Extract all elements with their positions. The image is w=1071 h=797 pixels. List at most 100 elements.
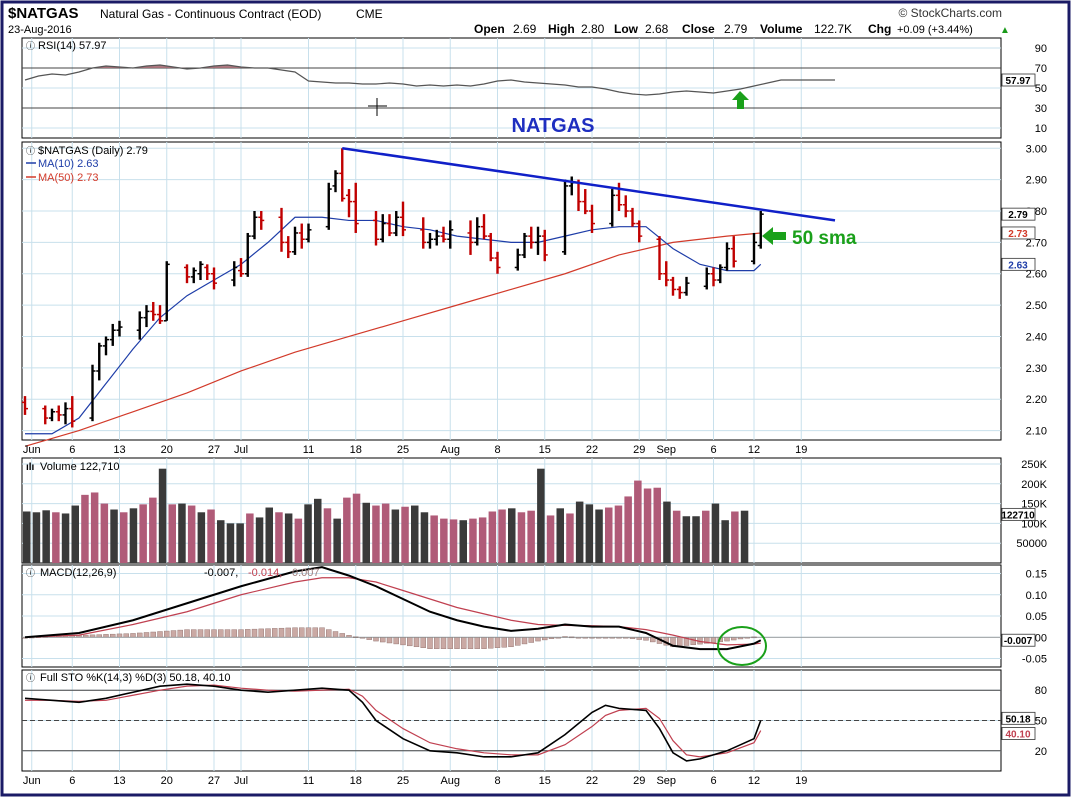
price-tag: 2.79 [1008, 210, 1028, 221]
macd-histogram-bar [110, 633, 116, 638]
ohlc-bar [62, 402, 69, 425]
x-tick-label: 29 [633, 444, 645, 456]
macd-histogram-bar [501, 637, 507, 648]
ohlc-bar [514, 248, 521, 271]
macd-histogram-bar [123, 633, 129, 638]
x-tick-label: 15 [539, 444, 551, 456]
macd-histogram-bar [467, 637, 474, 649]
price-tag: 2.63 [1008, 260, 1028, 271]
ohlc-bar [717, 264, 724, 284]
ohlc-bar [211, 267, 217, 290]
ohlc-bar [609, 189, 616, 227]
x-tick-label: Sep [656, 444, 676, 456]
macd-histogram-bar [218, 629, 224, 638]
volume-bar [187, 505, 196, 563]
ohlc-bar [683, 276, 690, 296]
volume-bar [304, 504, 312, 563]
volume-bar [23, 511, 31, 563]
exchange-label: CME [356, 7, 383, 21]
macd-value-tag-bg [1001, 633, 1036, 647]
macd-histogram-bar [150, 631, 156, 638]
volume-bar [682, 516, 691, 563]
ohlc-bar [292, 226, 298, 255]
x-tick-label: 27 [208, 444, 220, 456]
x-tick-label: Aug [440, 775, 460, 787]
x-tick-label: Jul [234, 444, 248, 456]
macd-signal-value: -0.014, [248, 567, 282, 579]
rsi-panel: 10 30 50 70 90 ⓘ RSI(14) 57.97 57.97 [21, 37, 1047, 139]
ohlc-bar [305, 223, 312, 243]
volume-label: Volume [760, 22, 803, 36]
ohlc-bar [332, 170, 339, 193]
info-icon: ⓘ [26, 146, 35, 156]
macd-histogram-bar [130, 633, 136, 638]
info-icon: ⓘ [26, 568, 35, 578]
ohlc-bar [251, 211, 258, 240]
low-value: 2.68 [645, 22, 669, 36]
volume-bar [71, 505, 79, 563]
macd-histogram-bar [420, 637, 426, 648]
rsi-label: RSI(14) 57.97 [38, 40, 106, 52]
volume-bar [255, 517, 264, 563]
ohlc-bar [22, 396, 28, 415]
volume-bar [207, 509, 215, 563]
high-value: 2.80 [581, 22, 605, 36]
price-tag-bg [1001, 207, 1036, 221]
volume-bar [546, 515, 555, 563]
ohlc-bar [136, 311, 143, 340]
macd-histogram-bar [724, 637, 730, 642]
macd-histogram-bar [285, 627, 291, 638]
macd-histogram-bar [494, 637, 501, 648]
stochastic-panel: 80 50 20 ⓘ Full STO %K(14,3) %D(3) 50.18, 40… [21, 669, 1047, 772]
macd-histogram-bar [177, 629, 183, 638]
ohlc-bar [663, 261, 670, 287]
ohlc-bar [116, 320, 123, 337]
y-tick-label: 2.10 [1026, 426, 1047, 438]
macd-histogram-bar [211, 629, 217, 638]
volume-bar [585, 504, 594, 563]
x-tick-label: 18 [350, 775, 362, 787]
x-tick-label: 6 [710, 444, 716, 456]
volume-bar [158, 468, 167, 563]
ohlc-bar [629, 207, 636, 227]
macd-histogram-bar [454, 637, 460, 649]
macd-histogram-bar [677, 637, 683, 647]
ohlc-bar [339, 148, 346, 202]
macd-histogram-bar [690, 637, 696, 646]
annotation-title: NATGAS [512, 115, 595, 137]
volume-bar [605, 507, 613, 563]
volume-bar [90, 492, 99, 563]
price-tag-bg [1001, 226, 1036, 240]
macd-histogram-bar [292, 627, 298, 638]
ohlc-bar [231, 261, 238, 287]
y-tick-label: 3.00 [1026, 143, 1047, 155]
x-tick-label: 6 [69, 775, 75, 787]
macd-panel: 0.150.100.050.00-0.05ⓘ MACD(12,26,9) -0.00… [21, 564, 1047, 668]
volume-panel: 250K 200K 150K 100K 50000 ılı Volume 122,710 12… [21, 457, 1048, 564]
y-tick-label: 2.50 [1026, 300, 1047, 312]
macd-histogram-bar [461, 637, 467, 649]
macd-histogram-bar [116, 633, 123, 638]
volume-bar [663, 501, 671, 563]
x-tick-label: 13 [113, 775, 125, 787]
x-tick-label: 6 [69, 444, 75, 456]
volume-value-tag: 122710 [1001, 510, 1035, 521]
ohlc-bar [481, 214, 487, 240]
macd-histogram-bar [164, 630, 170, 638]
ohlc-bar [433, 229, 440, 246]
price-panel: 2.102.202.302.402.502.602.702.802.903.00… [21, 141, 1047, 447]
ohlc-bar [730, 236, 737, 268]
volume-bar [52, 512, 60, 563]
ohlc-bar [96, 342, 103, 381]
volume-bar [517, 512, 526, 563]
volume-bar [217, 520, 225, 563]
ohlc-bar [373, 211, 379, 246]
volume-bar [314, 498, 322, 563]
ohlc-bar [278, 207, 285, 252]
low-label: Low [614, 22, 639, 36]
open-label: Open [474, 22, 505, 36]
volume-bar [275, 512, 283, 563]
ohlc-bar [150, 301, 157, 321]
macd-histogram-bar [103, 634, 109, 638]
ohlc-bar [622, 195, 629, 218]
